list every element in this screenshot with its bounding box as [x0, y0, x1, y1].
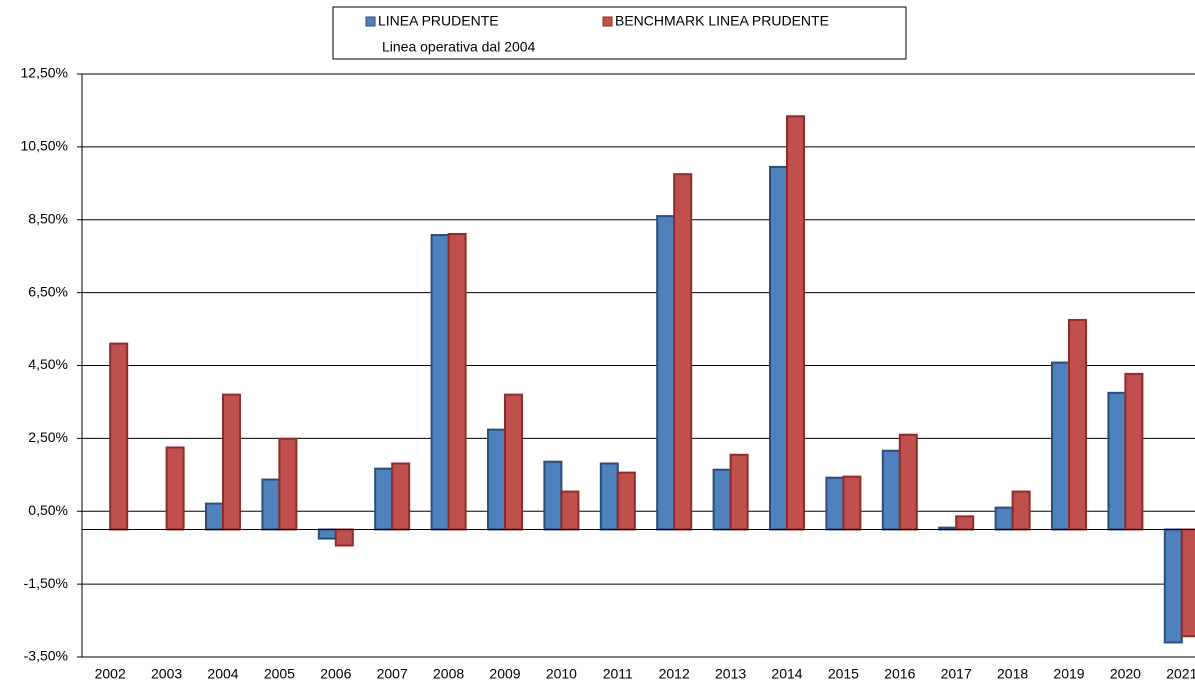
x-tick-label: 2004 [207, 666, 238, 682]
legend-label: LINEA PRUDENTE [378, 13, 499, 29]
bar [543, 460, 563, 531]
bar [712, 468, 732, 531]
bar [222, 393, 241, 531]
x-tick-label: 2011 [603, 666, 633, 682]
y-tick-label: 10,50% [21, 138, 68, 154]
x-tick-label: 2017 [941, 666, 972, 682]
y-tick-label: -3,50% [24, 648, 68, 664]
bar [430, 234, 450, 531]
x-tick-label: 2019 [1053, 666, 1084, 682]
bar [1180, 528, 1195, 638]
legend-box [332, 6, 907, 60]
x-tick-label: 2016 [884, 666, 915, 682]
bar [1107, 391, 1127, 531]
bar [504, 393, 523, 531]
bar [656, 215, 676, 531]
bar [825, 476, 845, 531]
legend-swatch [365, 16, 376, 27]
bar [769, 165, 788, 531]
bar [109, 342, 129, 531]
y-tick-label: 4,50% [28, 356, 68, 372]
bar [165, 446, 185, 531]
legend-note: Linea operativa dal 2004 [382, 39, 536, 55]
y-tick-label: -1,50% [24, 575, 68, 591]
bar [842, 475, 862, 531]
x-tick-label: 2020 [1110, 666, 1141, 682]
bar [487, 428, 506, 531]
bar [560, 490, 580, 531]
x-tick-label: 2021 [1166, 666, 1195, 682]
bar [599, 462, 619, 531]
bar [1163, 528, 1183, 644]
y-tick-label: 2,50% [28, 429, 68, 445]
bar [447, 232, 467, 531]
y-tick-label: 8,50% [28, 210, 68, 226]
bar [1124, 372, 1144, 531]
x-tick-label: 2002 [95, 666, 126, 682]
y-tick-label: 12,50% [21, 65, 68, 81]
x-tick-label: 2010 [546, 666, 577, 682]
bar [374, 467, 394, 531]
x-tick-label: 2005 [264, 666, 295, 682]
x-tick-label: 2012 [659, 666, 690, 682]
y-tick-label: 0,50% [28, 502, 68, 518]
x-tick-label: 2007 [377, 666, 408, 682]
bar [261, 478, 281, 531]
bar [786, 115, 805, 531]
bar [994, 506, 1014, 531]
legend-label: BENCHMARK LINEA PRUDENTE [615, 13, 829, 29]
x-tick-label: 2013 [715, 666, 746, 682]
legend-swatch [602, 16, 613, 27]
x-tick-label: 2006 [320, 666, 351, 682]
x-tick-label: 2008 [433, 666, 464, 682]
bar [334, 528, 354, 547]
bar [1068, 318, 1087, 531]
bar [391, 462, 411, 531]
bar [205, 502, 224, 531]
bar [955, 515, 975, 531]
bar [729, 453, 749, 531]
x-tick-label: 2014 [771, 666, 802, 682]
bar [673, 173, 693, 531]
y-tick-label: 6,50% [28, 283, 68, 299]
bar [278, 437, 298, 531]
bar [881, 449, 901, 531]
bar [616, 471, 636, 531]
bar [898, 433, 918, 531]
x-tick-label: 2003 [151, 666, 182, 682]
x-tick-label: 2009 [489, 666, 520, 682]
bar [1051, 361, 1070, 531]
x-tick-label: 2018 [997, 666, 1028, 682]
bar [1011, 490, 1031, 531]
x-tick-label: 2015 [828, 666, 859, 682]
bar [317, 528, 337, 540]
